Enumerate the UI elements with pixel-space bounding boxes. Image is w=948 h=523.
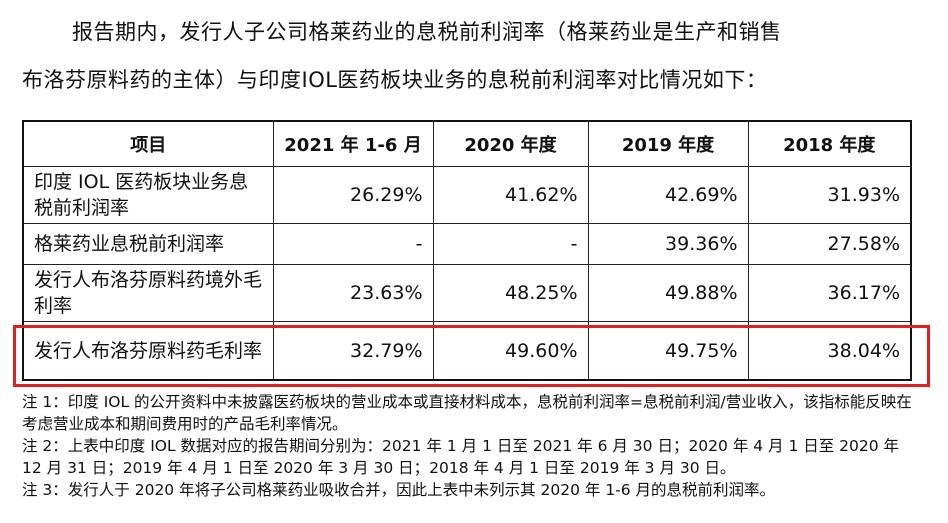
intro-line-1: 报告期内，发行人子公司格莱药业的息税前利润率（格莱药业是生产和销售: [72, 20, 782, 44]
table-row: 发行人布洛芬原料药境外毛利率 23.63% 48.25% 49.88% 36.1…: [22, 264, 912, 322]
table-cell: 27.58%: [747, 223, 912, 265]
table-row: 印度 IOL 医药板块业务息税前利润率 26.29% 41.62% 42.69%…: [22, 166, 912, 224]
table-cell: 39.36%: [587, 223, 749, 265]
footnotes: 注 1：印度 IOL 的公开资料中未披露医药板块的营业成本或直接材料成本，息税前…: [22, 391, 922, 501]
table-cell: 49.88%: [587, 264, 749, 322]
header-2019: 2019 年度: [587, 120, 749, 167]
header-2018: 2018 年度: [747, 120, 912, 167]
header-item: 项目: [22, 120, 274, 167]
row-label: 印度 IOL 医药板块业务息税前利润率: [22, 166, 274, 224]
header-2020: 2020 年度: [432, 120, 589, 167]
table-cell: -: [272, 223, 434, 265]
table-row: 发行人布洛芬原料药毛利率 32.79% 49.60% 49.75% 38.04%: [22, 321, 912, 381]
intro-line-2: 布洛芬原料药的主体）与印度IOL医药板块业务的息税前利润率对比情况如下：: [22, 68, 768, 92]
row-label: 发行人布洛芬原料药境外毛利率: [22, 264, 274, 322]
row-label: 发行人布洛芬原料药毛利率: [22, 321, 274, 381]
table-cell: 41.62%: [432, 166, 589, 224]
table-cell: 42.69%: [587, 166, 749, 224]
table-cell: 36.17%: [747, 264, 912, 322]
table-cell: 32.79%: [272, 321, 434, 381]
table-row: 格莱药业息税前利润率 - - 39.36% 27.58%: [22, 223, 912, 265]
table-cell: 26.29%: [272, 166, 434, 224]
intro-paragraph: 报告期内，发行人子公司格莱药业的息税前利润率（格莱药业是生产和销售 布洛芬原料药…: [22, 8, 927, 104]
table-cell: -: [432, 223, 589, 265]
table-cell: 31.93%: [747, 166, 912, 224]
table-header-row: 项目 2021 年 1-6 月 2020 年度 2019 年度 2018 年度: [22, 120, 912, 167]
row-label: 格莱药业息税前利润率: [22, 223, 274, 265]
footnote-3: 注 3：发行人于 2020 年将子公司格莱药业吸收合并，因此上表中未列示其 20…: [22, 481, 776, 499]
footnote-1: 注 1：印度 IOL 的公开资料中未披露医药板块的营业成本或直接材料成本，息税前…: [22, 393, 912, 433]
table-cell: 23.63%: [272, 264, 434, 322]
table-cell: 48.25%: [432, 264, 589, 322]
footnote-2: 注 2：上表中印度 IOL 数据对应的报告期间分别为：2021 年 1 月 1 …: [22, 437, 900, 477]
table-cell: 49.60%: [432, 321, 589, 381]
table-cell: 49.75%: [587, 321, 749, 381]
table-cell: 38.04%: [747, 321, 912, 381]
comparison-table: 项目 2021 年 1-6 月 2020 年度 2019 年度 2018 年度 …: [22, 120, 912, 381]
header-2021h1: 2021 年 1-6 月: [272, 120, 434, 167]
